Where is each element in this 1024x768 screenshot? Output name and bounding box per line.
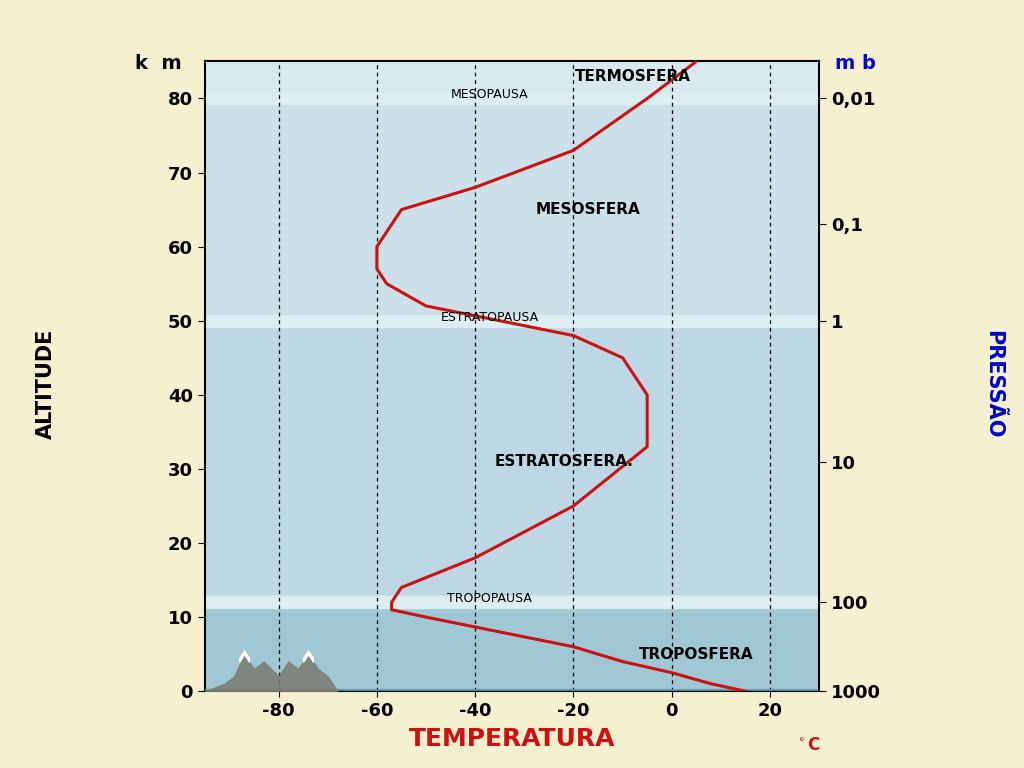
Text: k  m: k m (135, 54, 182, 73)
Text: $^\circ$C: $^\circ$C (795, 737, 820, 754)
Bar (205, 315, 819, 326)
Text: TERMOSFERA: TERMOSFERA (574, 69, 690, 84)
Text: ESTRATOSFERA.: ESTRATOSFERA. (495, 454, 633, 469)
Text: MESOPAUSA: MESOPAUSA (451, 88, 528, 101)
Text: MESOSFERA: MESOSFERA (536, 202, 641, 217)
Text: TROPOSFERA: TROPOSFERA (639, 647, 754, 662)
Bar (205, 104, 819, 315)
Bar (205, 326, 819, 597)
Bar (205, 597, 819, 608)
Bar (205, 690, 819, 691)
Bar (205, 608, 819, 691)
Text: ESTRATOPAUSA: ESTRATOPAUSA (440, 310, 539, 323)
Bar (205, 93, 819, 104)
Text: TROPOPAUSA: TROPOPAUSA (447, 592, 532, 605)
Text: TEMPERATURA: TEMPERATURA (409, 727, 615, 751)
Bar (205, 61, 819, 93)
Text: ALTITUDE: ALTITUDE (36, 329, 56, 439)
Text: m b: m b (835, 54, 876, 73)
Text: PRESSÃO: PRESSÃO (983, 329, 1004, 439)
